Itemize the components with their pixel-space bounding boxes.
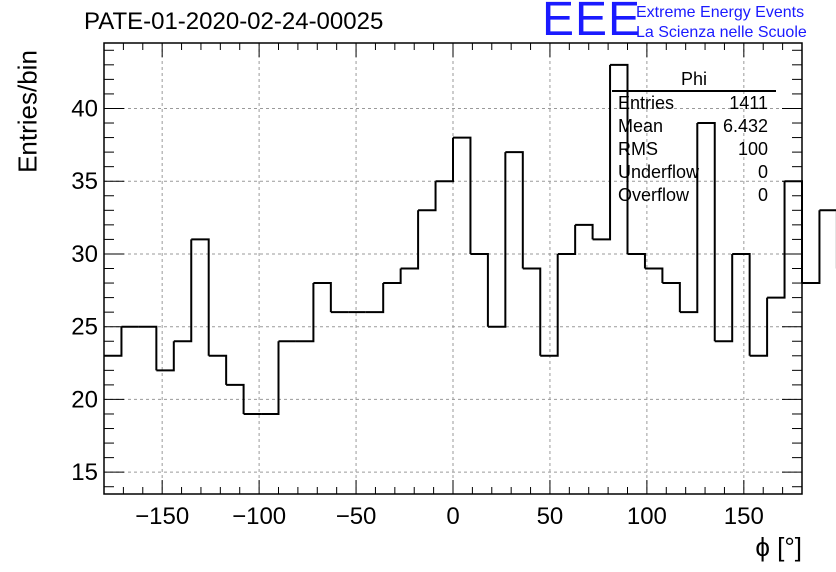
histogram-bin	[575, 223, 594, 240]
y-tick-label: 20	[71, 386, 98, 413]
x-tick-label: 150	[724, 503, 764, 530]
stats-label: Underflow	[618, 162, 700, 182]
logo-text-line2: La Scienza nelle Scuole	[636, 24, 807, 41]
histogram-bin	[679, 123, 699, 314]
y-tick-label: 15	[71, 459, 98, 486]
stats-value: 6.432	[722, 116, 768, 136]
histogram-bin	[226, 383, 245, 414]
chart-title: PATE-01-2020-02-24-00025	[84, 8, 384, 35]
histogram-bin	[156, 341, 175, 372]
x-tick-label: 50	[537, 503, 564, 530]
stats-label: RMS	[618, 139, 658, 159]
logo-text-line1: Extreme Energy Events	[636, 4, 805, 21]
y-tick-label: 25	[71, 314, 98, 341]
stats-label: Overflow	[618, 185, 690, 205]
stats-row-rms: RMS 100	[612, 138, 776, 161]
stats-row-overflow: Overflow 0	[612, 184, 776, 207]
histogram-bin	[365, 283, 385, 314]
histogram-bin	[522, 267, 542, 356]
histogram-bin	[714, 253, 734, 343]
stats-label: Mean	[618, 116, 664, 136]
stats-row-entries: Entries 1411	[612, 92, 776, 115]
histogram-bin	[540, 253, 559, 357]
stats-value: 1411	[729, 93, 768, 113]
histogram-bin	[592, 64, 612, 241]
histogram-bin	[627, 252, 646, 269]
y-tick-label: 30	[71, 241, 98, 268]
stats-box: Phi Entries 1411 Mean 6.432 RMS 100 Unde…	[612, 68, 776, 207]
histogram-bin	[173, 239, 193, 343]
histogram-bin	[295, 283, 315, 343]
histogram-bin	[191, 238, 210, 356]
histogram-bin	[732, 252, 751, 356]
stats-value: 0	[757, 162, 768, 182]
histogram-bin	[662, 282, 681, 313]
histogram-bin	[261, 341, 280, 415]
axis-ticks	[103, 43, 803, 494]
histogram-bin	[644, 267, 664, 284]
histogram-bin	[697, 122, 716, 342]
stats-value: 0	[757, 185, 768, 205]
histogram-bin	[435, 137, 454, 183]
histogram-bin	[505, 151, 524, 269]
histogram-bin	[784, 180, 803, 284]
histogram-bin	[819, 209, 836, 269]
x-tick-label: −100	[232, 503, 286, 530]
histogram-bin	[802, 210, 821, 285]
histogram-bin	[557, 224, 577, 255]
x-tick-label: 100	[627, 503, 667, 530]
stats-row-mean: Mean 6.432	[612, 115, 776, 138]
histogram-bin	[470, 252, 489, 327]
histogram-bin	[610, 63, 629, 254]
histogram-bin	[138, 325, 158, 371]
stats-row-underflow: Underflow 0	[612, 161, 776, 184]
histogram-bin	[767, 181, 786, 299]
y-tick-label: 40	[71, 95, 98, 122]
histogram-bin	[418, 181, 437, 212]
y-axis-label: Entries/bin	[12, 50, 43, 173]
histogram-bin	[313, 282, 332, 313]
histogram-bin	[749, 297, 769, 357]
x-tick-label: 0	[446, 503, 459, 530]
histogram-bin	[400, 210, 420, 270]
x-axis-label: ϕ [°]	[755, 532, 802, 562]
histogram-series	[104, 63, 836, 415]
histogram-bin	[208, 354, 228, 385]
histogram-bin	[487, 152, 507, 328]
axis-tick-labels: −150 −100 −50 0 50 100 150 15 20 25 30 35 40	[71, 95, 764, 530]
histogram-bin	[453, 136, 472, 254]
stats-box-title: Phi	[612, 68, 776, 92]
stats-value: 100	[737, 139, 768, 159]
eee-logo: EEE	[542, 0, 642, 46]
y-tick-label: 35	[71, 168, 98, 195]
x-tick-label: −150	[135, 503, 189, 530]
histogram-bin	[383, 268, 402, 285]
stats-label: Entries	[618, 93, 675, 113]
x-tick-label: −50	[336, 503, 377, 530]
